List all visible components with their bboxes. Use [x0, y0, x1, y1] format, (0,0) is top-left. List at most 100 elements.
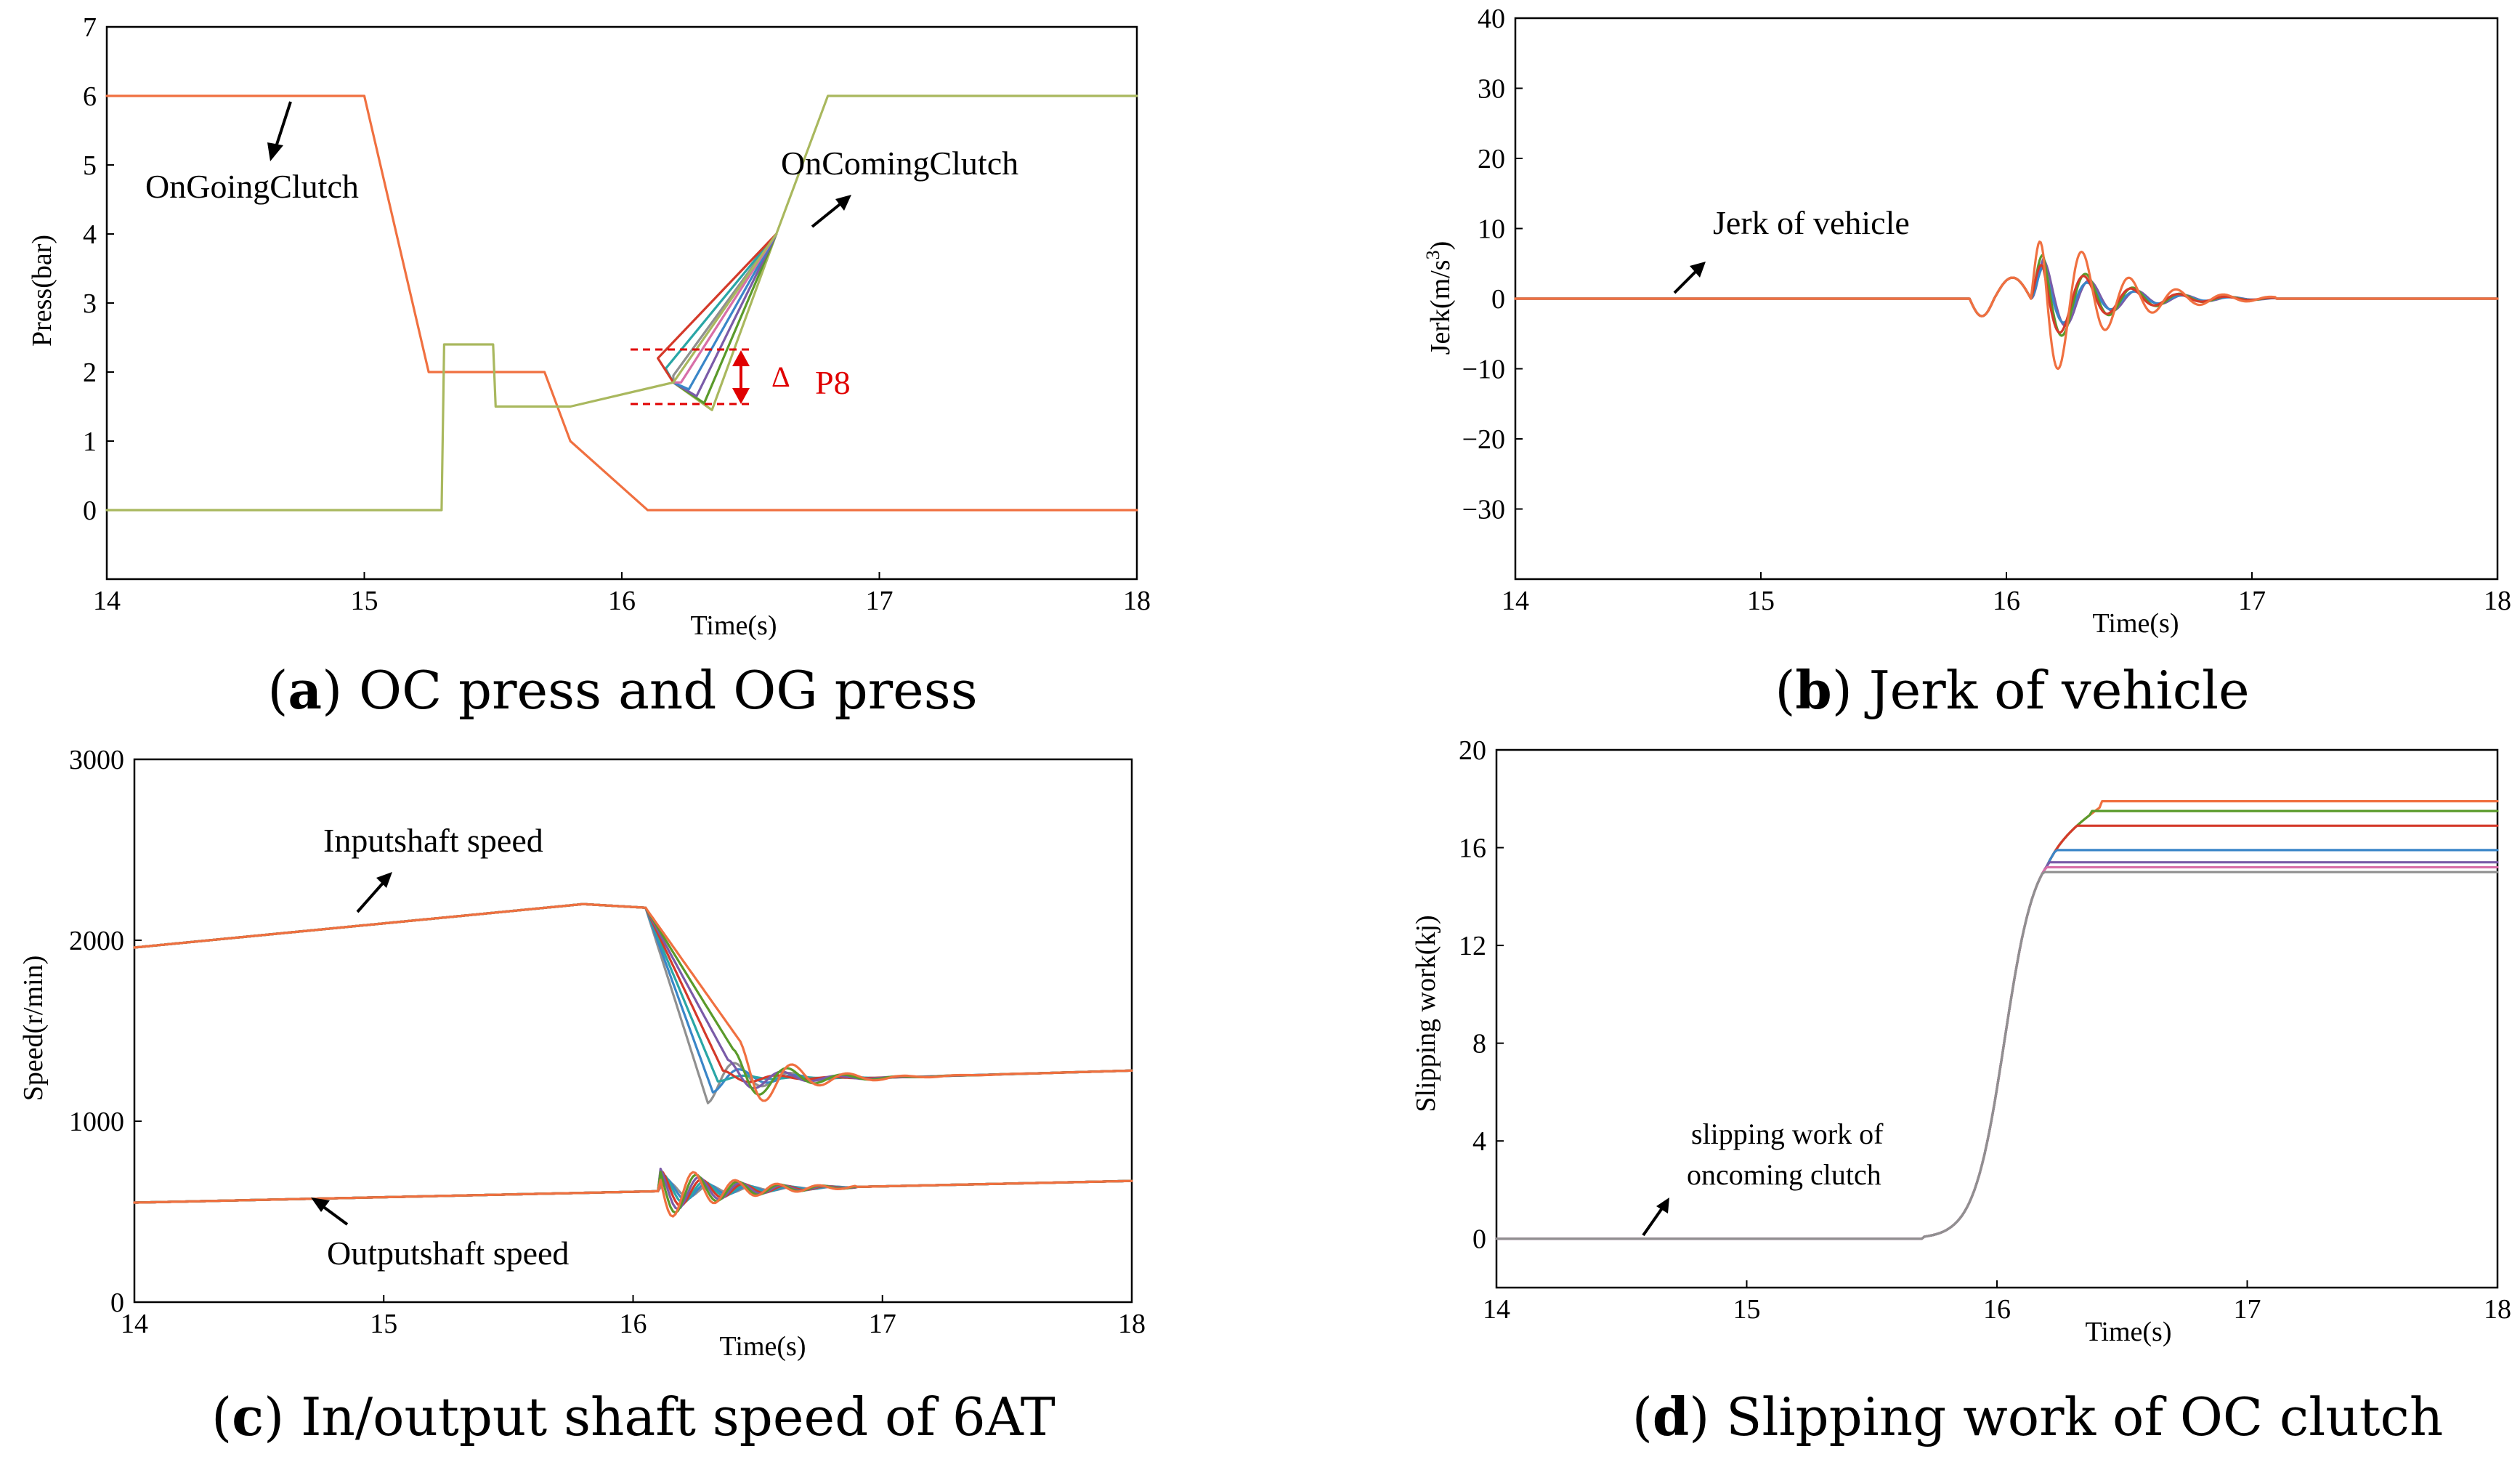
inputshaft-label: Inputshaft speed — [323, 822, 543, 859]
panel-d-xlabel: Time(s) — [2086, 1317, 2172, 1347]
panel-b-xtick-label: 18 — [2484, 586, 2511, 616]
jerk-arrowhead — [1690, 262, 1706, 278]
panel-c-shaft-speed: 14 15 16 17 18 0 1000 2000 3000 Speed(r/min) Tim… — [18, 745, 1146, 1447]
jerk-arrow — [1673, 267, 1700, 294]
slipping-label-line2: oncoming clutch — [1687, 1158, 1881, 1191]
panel-c-ytick-label: 1000 — [69, 1107, 124, 1137]
panel-b-ytick-label: −10 — [1462, 355, 1505, 385]
panel-a-fan-line — [672, 233, 778, 391]
panel-a-xtick-label: 16 — [608, 586, 636, 616]
panel-c-ticks: 14 15 16 17 18 0 1000 2000 3000 — [69, 745, 1146, 1339]
panel-d-slipping-line — [1495, 871, 2499, 1240]
panel-b-caption: (b) Jerk of vehicle — [1775, 659, 2249, 721]
panel-a-plot-frame — [105, 25, 1138, 581]
panel-d-ytick-label: 4 — [1472, 1126, 1486, 1157]
panel-c-caption-letter: c — [232, 1386, 264, 1447]
panel-b-ticks: 14 15 16 17 18 −30 −20 −10 0 10 20 30 40 — [1462, 4, 2511, 616]
panel-d-xtick-label: 16 — [1983, 1294, 2011, 1325]
panel-d-plot-frame — [1495, 748, 2499, 1289]
panel-c-input-line — [133, 902, 1133, 1102]
panel-c-series — [133, 902, 1133, 1218]
panel-a-xtick-label: 17 — [866, 586, 894, 616]
panel-b-jerk-line — [1514, 264, 2499, 324]
panel-d-slipping-line — [1495, 865, 2499, 1240]
panel-a-ytick-label: 3 — [83, 288, 97, 319]
panel-c-xlabel: Time(s) — [720, 1331, 806, 1362]
slipping-arrow — [1642, 1205, 1665, 1237]
panel-a-caption-text: OC press and OG press — [342, 660, 978, 721]
panel-c-output-line — [133, 1167, 1133, 1211]
panel-b-xtick-label: 17 — [2238, 586, 2266, 616]
panel-d-ytick-label: 12 — [1459, 931, 1486, 961]
panel-d-slipping-work: 14 15 16 17 18 0 4 8 12 16 20 Slipping work(kj) Ti… — [1411, 735, 2511, 1447]
panel-b-jerk-line — [1514, 254, 2499, 337]
inputshaft-arrowhead — [376, 872, 392, 888]
panel-b-ytick-label: −30 — [1462, 495, 1505, 525]
panel-b-ylabel: Jerk(m/s3) — [1422, 241, 1457, 355]
panel-b-series — [1514, 241, 2499, 371]
panel-b-ylabel-close: ) — [1425, 241, 1456, 251]
panel-a-fan-line — [657, 233, 778, 384]
panel-d-slipping-line — [1495, 849, 2499, 1240]
panel-a-fan-line — [672, 233, 778, 384]
panel-b-ytick-label: 10 — [1478, 214, 1505, 245]
outputshaft-arrowhead — [311, 1198, 330, 1212]
panel-b-jerk-line — [1514, 241, 2499, 371]
panel-b-caption-text: Jerk of vehicle — [1852, 660, 2250, 721]
panel-c-xtick-label: 15 — [370, 1309, 397, 1339]
panel-a-series-OnComingClutch — [105, 94, 1138, 512]
ongoing-clutch-label: OnGoingClutch — [145, 168, 359, 205]
panel-d-caption-letter: d — [1653, 1386, 1689, 1447]
oncoming-arrowhead — [835, 195, 851, 211]
panel-d-ytick-label: 20 — [1459, 735, 1486, 766]
panel-a-ytick-label: 6 — [83, 81, 97, 112]
panel-b-ytick-label: 20 — [1478, 144, 1505, 174]
panel-b-xtick-label: 16 — [1993, 586, 2020, 616]
panel-a-ytick-label: 1 — [83, 427, 97, 457]
panel-d-slipping-line — [1495, 809, 2499, 1240]
slipping-label-line1: slipping work of — [1691, 1118, 1884, 1150]
panel-a-caption-letter: a — [288, 659, 322, 721]
ongoing-arrowhead — [267, 142, 283, 161]
panel-b-caption-letter: b — [1795, 659, 1831, 721]
panel-c-xtick-label: 16 — [620, 1309, 647, 1339]
panel-b-ylabel-sup: 3 — [1422, 250, 1443, 259]
panel-b-ytick-label: 30 — [1478, 74, 1505, 105]
panel-d-caption: (d) Slipping work of OC clutch — [1632, 1386, 2444, 1447]
panel-b-ytick-label: −20 — [1462, 424, 1505, 455]
panel-d-ylabel: Slipping work(kj) — [1411, 915, 1441, 1112]
panel-d-xtick-label: 18 — [2484, 1294, 2511, 1325]
panel-c-input-line — [133, 902, 1133, 1083]
panel-a-caption: (a) OC press and OG press — [267, 659, 977, 721]
panel-a-ytick-label: 0 — [83, 496, 97, 526]
panel-a-ytick-label: 5 — [83, 150, 97, 181]
panel-d-series — [1495, 800, 2499, 1240]
panel-d-slipping-line — [1495, 824, 2499, 1240]
panel-a-xtick-label: 18 — [1123, 586, 1151, 616]
panel-b-ytick-label: 40 — [1478, 4, 1505, 34]
panel-c-ytick-label: 2000 — [69, 926, 124, 956]
panel-a-series-OnGoingClutch — [105, 94, 1138, 512]
panel-c-input-line — [133, 902, 1133, 1090]
panel-c-plot-frame — [133, 758, 1133, 1304]
panel-c-output-line — [133, 1171, 1133, 1218]
delta-label: P8 — [815, 364, 851, 401]
panel-c-ytick-label: 3000 — [69, 745, 124, 775]
panel-d-ytick-label: 0 — [1472, 1224, 1486, 1255]
oncoming-clutch-label: OnComingClutch — [781, 145, 1018, 182]
delta-arrowhead-up — [732, 350, 750, 366]
panel-d-xtick-label: 14 — [1483, 1294, 1510, 1325]
oncoming-arrow — [811, 201, 844, 228]
panel-d-ticks: 14 15 16 17 18 0 4 8 12 16 20 — [1459, 735, 2511, 1325]
panel-a-xlabel: Time(s) — [691, 610, 777, 641]
panel-b-xtick-label: 15 — [1747, 586, 1775, 616]
panel-c-xtick-label: 17 — [869, 1309, 896, 1339]
panel-c-ytick-label: 0 — [110, 1288, 124, 1318]
slipping-arrowhead — [1656, 1198, 1669, 1213]
panel-a-xtick-label: 15 — [351, 586, 378, 616]
panel-b-ylabel-text: Jerk(m/s — [1425, 259, 1456, 355]
panel-d-slipping-line — [1495, 861, 2499, 1240]
panel-d-caption-text: Slipping work of OC clutch — [1709, 1386, 2443, 1447]
